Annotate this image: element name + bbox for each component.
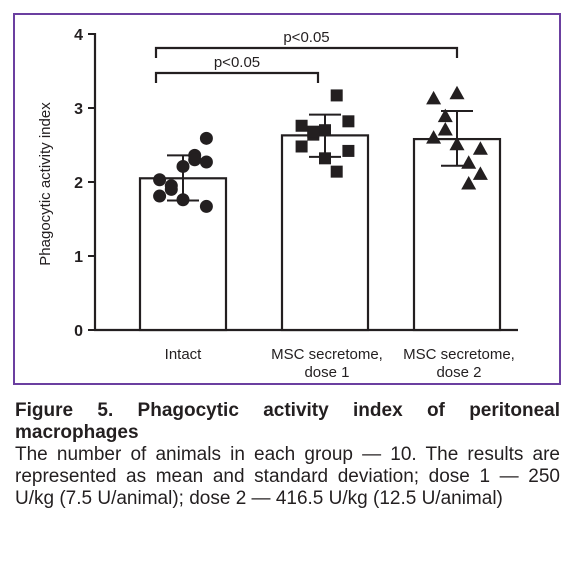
bar	[280, 134, 370, 332]
data-point	[472, 166, 488, 180]
y-tick-label: 3	[74, 101, 83, 118]
data-point	[437, 121, 453, 136]
data-points	[153, 85, 488, 213]
x-tick-label: dose 1	[304, 364, 349, 381]
data-point	[153, 173, 167, 187]
data-point	[449, 85, 465, 100]
data-point	[472, 141, 488, 155]
data-point	[319, 152, 331, 165]
data-point	[199, 199, 213, 213]
data-point	[295, 119, 308, 132]
data-point	[176, 193, 190, 207]
significance-label: p<0.05	[214, 54, 260, 71]
chart-frame: 0 1 2 3 4 Phagocytic activity index p<0.05 p<0…	[13, 13, 561, 385]
data-point	[319, 124, 331, 137]
data-point	[330, 165, 343, 178]
caption-text: The number of animals in each group — 10…	[15, 444, 560, 509]
data-point	[342, 144, 355, 157]
data-point	[176, 159, 190, 173]
data-point	[330, 89, 343, 102]
caption-title: Figure 5. Phagocytic activity index of p…	[15, 400, 560, 443]
data-point	[449, 136, 465, 151]
data-point	[307, 125, 320, 138]
y-axis-title: Phagocytic activity index	[37, 102, 54, 266]
significance-brackets: p<0.05 p<0.05	[154, 29, 459, 83]
data-point	[164, 182, 178, 196]
significance-label: p<0.05	[283, 29, 329, 46]
data-point	[188, 153, 202, 167]
data-point	[199, 155, 213, 169]
data-point	[461, 175, 477, 190]
data-point	[199, 131, 213, 145]
data-point	[342, 115, 355, 128]
data-point	[437, 108, 453, 123]
significance-bracket	[154, 46, 459, 58]
data-point	[426, 90, 442, 105]
bar	[412, 137, 502, 332]
significance-bracket	[154, 71, 320, 83]
figure-caption: Figure 5. Phagocytic activity index of p…	[15, 400, 560, 510]
data-point	[153, 189, 167, 203]
x-tick-label: Intact	[165, 346, 203, 363]
y-tick-label: 4	[74, 27, 83, 44]
data-point	[461, 155, 477, 169]
data-point	[295, 140, 308, 153]
y-tick-label: 0	[74, 323, 83, 340]
data-point	[426, 130, 442, 144]
x-tick-label: MSC secretome,	[271, 346, 383, 363]
x-tick-label: MSC secretome,	[403, 346, 515, 363]
y-tick-label: 1	[74, 249, 83, 266]
x-tick-label: dose 2	[436, 364, 481, 381]
y-tick-label: 2	[74, 175, 83, 192]
